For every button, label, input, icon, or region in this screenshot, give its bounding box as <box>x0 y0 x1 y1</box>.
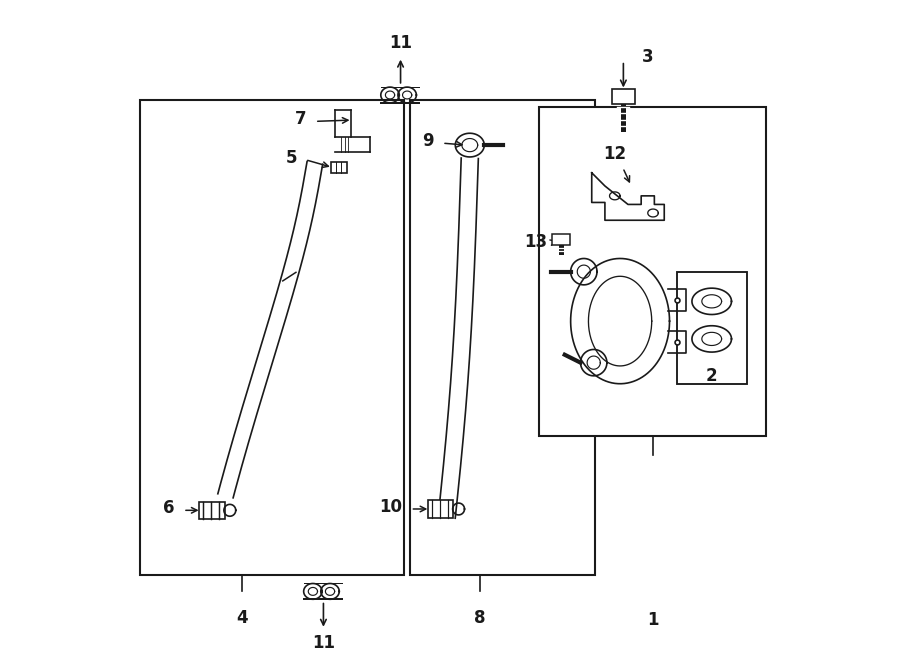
Bar <box>678 271 747 384</box>
Bar <box>611 89 635 103</box>
Text: 12: 12 <box>603 145 626 163</box>
Text: 11: 11 <box>312 634 335 652</box>
Text: 2: 2 <box>706 367 717 385</box>
Bar <box>552 234 570 245</box>
Bar <box>200 502 224 519</box>
Text: 13: 13 <box>525 233 547 251</box>
Bar <box>428 500 454 518</box>
Text: 3: 3 <box>642 48 653 66</box>
Text: 10: 10 <box>379 498 402 516</box>
Text: 8: 8 <box>474 609 485 627</box>
Bar <box>410 100 595 575</box>
Text: 4: 4 <box>237 609 248 627</box>
Text: 1: 1 <box>647 611 659 629</box>
Text: 5: 5 <box>285 149 297 167</box>
Bar <box>140 100 404 575</box>
Text: 7: 7 <box>294 110 306 128</box>
Text: 11: 11 <box>389 34 412 52</box>
Bar <box>539 107 767 436</box>
Text: 6: 6 <box>163 499 175 517</box>
Text: 9: 9 <box>422 132 434 150</box>
Bar <box>331 162 347 173</box>
